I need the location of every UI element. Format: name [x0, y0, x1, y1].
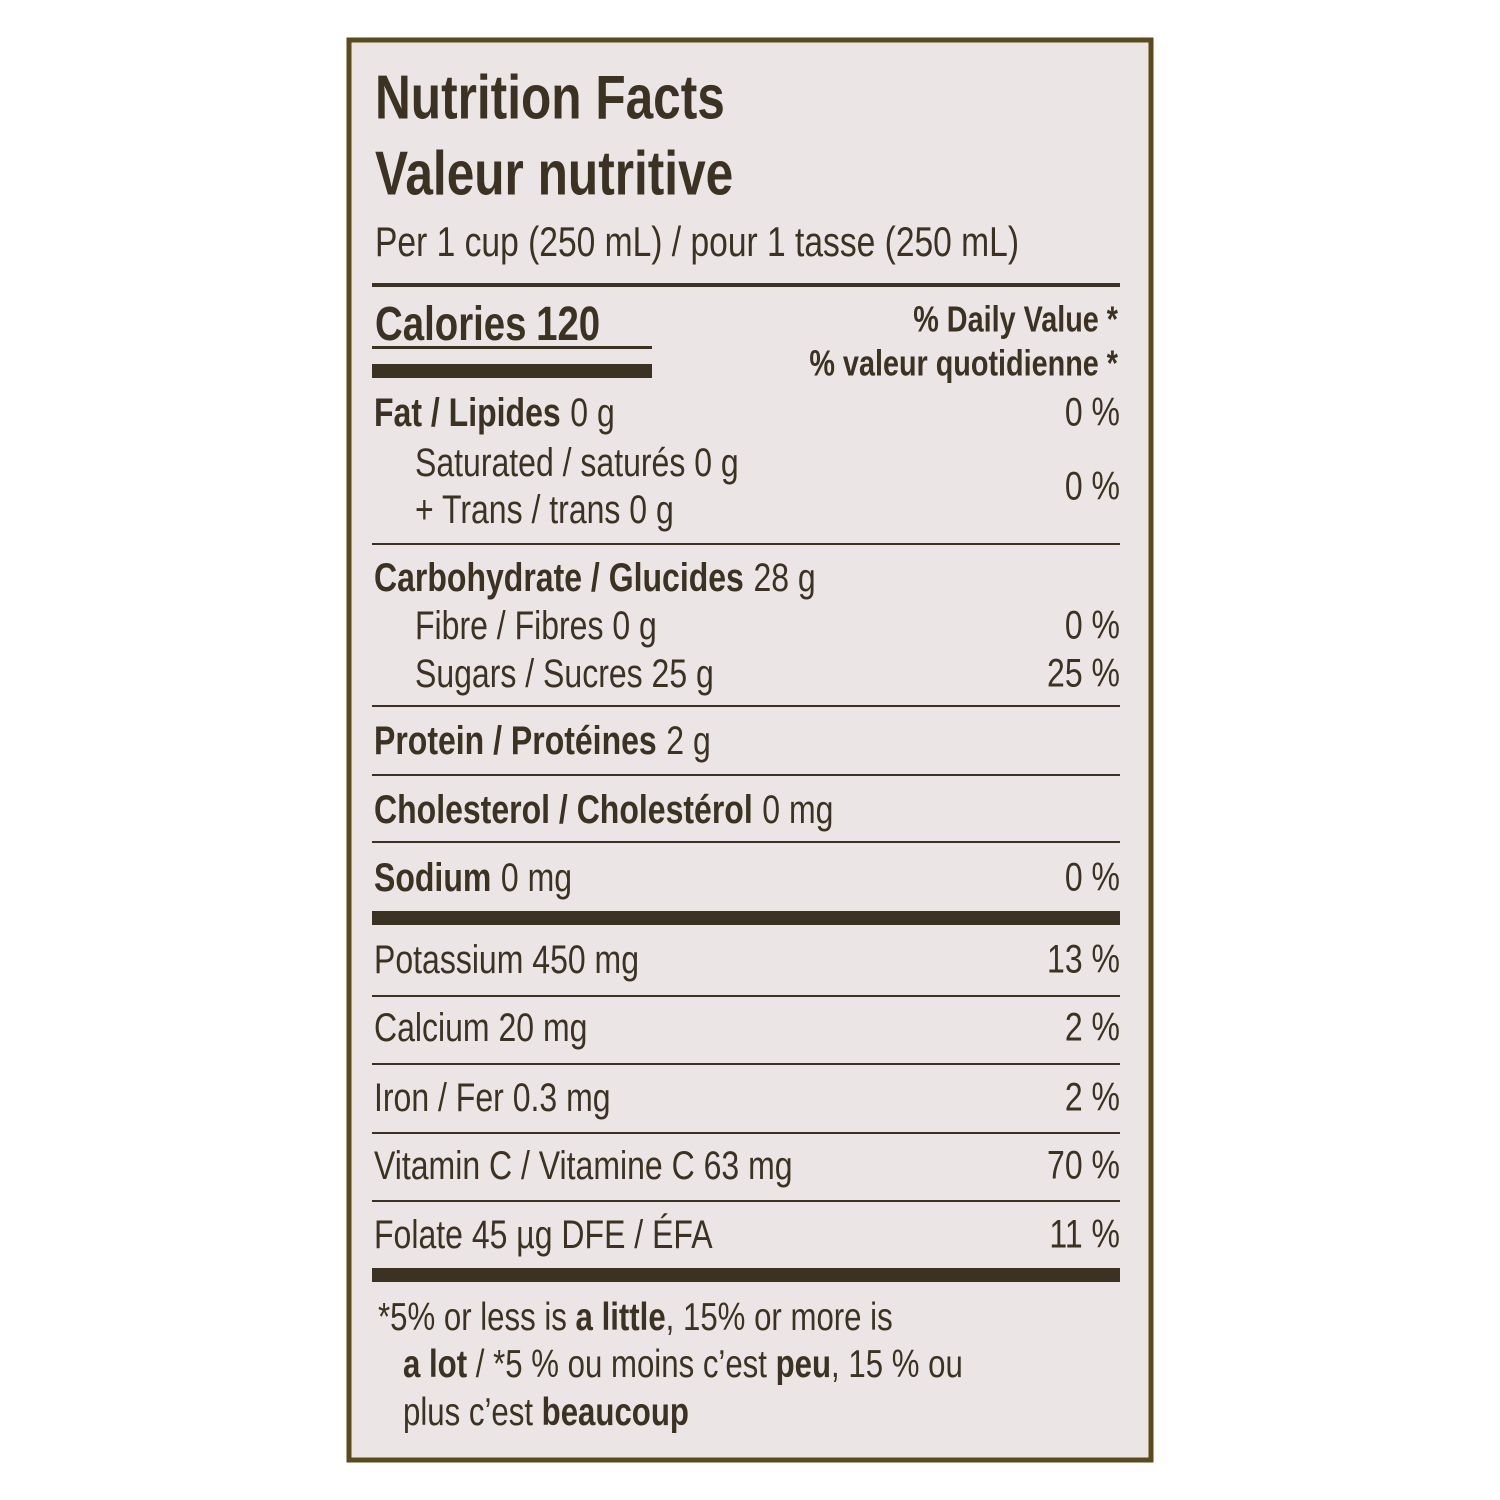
rule [372, 1200, 1120, 1202]
calories-label: Calories [375, 299, 526, 352]
daily-value: 13 % [1047, 936, 1120, 981]
rule [372, 1063, 1120, 1065]
calories-amount: 120 [536, 299, 600, 352]
daily-value: 0 % [1065, 854, 1120, 899]
nutrient-row: Cholesterol / Cholestérol 0 mg [374, 786, 833, 831]
nutrient-row: Sodium 0 mg [374, 854, 572, 899]
nutrient-amount: Folate 45 µg DFE / ÉFA [374, 1211, 713, 1256]
rule [372, 283, 1120, 287]
footnote-segment: plus c’est [403, 1391, 542, 1434]
daily-value: 0 % [1065, 463, 1120, 508]
nutrient-amount: Saturated / saturés 0 g [415, 439, 739, 484]
nutrient-row: Iron / Fer 0.3 mg [374, 1074, 611, 1119]
nutrient-amount: 2 g [666, 717, 710, 762]
footnote-segment: / *5 % ou moins c’est [467, 1343, 776, 1386]
nutrient-name: Cholesterol / Cholestérol [374, 786, 753, 831]
footnote-segment: *5% or less is [378, 1296, 576, 1339]
nutrient-amount: 0 mg [762, 786, 833, 831]
serving-size: Per 1 cup (250 mL) / pour 1 tasse (250 m… [375, 220, 1019, 266]
title: Valeur nutritive [375, 138, 733, 208]
footnote-line: *5% or less is a little, 15% or more is [378, 1296, 893, 1339]
nutrient-amount: + Trans / trans 0 g [415, 486, 674, 531]
nutrient-row: Potassium 450 mg [374, 936, 639, 981]
daily-value: 70 % [1047, 1142, 1120, 1187]
rule [372, 841, 1120, 843]
footnote-segment: a little [576, 1296, 666, 1339]
footnote-segment: , 15% or more is [666, 1296, 893, 1339]
title: Nutrition Facts [375, 62, 725, 132]
thick-rule [372, 911, 1120, 925]
daily-value-header: % valeur quotidienne * [809, 342, 1118, 383]
daily-value: 0 % [1065, 602, 1120, 647]
nutrient-row: Calcium 20 mg [374, 1004, 587, 1049]
nutrient-row: + Trans / trans 0 g [415, 486, 674, 531]
footnote-segment: peu [776, 1343, 831, 1386]
nutrient-name: Fat / Lipides [374, 389, 561, 434]
nutrient-amount: Calcium 20 mg [374, 1004, 587, 1049]
nutrient-amount: 28 g [753, 554, 815, 599]
label-panel [346, 37, 1154, 1463]
rule [372, 543, 1120, 545]
thick-rule [372, 1268, 1120, 1282]
nutrient-amount: Vitamin C / Vitamine C 63 mg [374, 1142, 793, 1187]
nutrient-row: Folate 45 µg DFE / ÉFA [374, 1211, 713, 1256]
daily-value: 2 % [1065, 1004, 1120, 1049]
footnote-line: a lot / *5 % ou moins c’est peu, 15 % ou [403, 1343, 963, 1386]
nutrient-row: Vitamin C / Vitamine C 63 mg [374, 1142, 793, 1187]
nutrient-name: Sodium [374, 854, 491, 899]
daily-value-header: % Daily Value * [913, 298, 1118, 339]
rule [372, 774, 1120, 776]
footnote-segment: , 15 % ou [831, 1343, 963, 1386]
rule [372, 1132, 1120, 1134]
daily-value: 11 % [1049, 1211, 1120, 1256]
nutrient-amount: 0 mg [501, 854, 572, 899]
daily-value: 25 % [1047, 650, 1120, 695]
nutrient-amount: 0 g [570, 389, 614, 434]
nutrient-name: Protein / Protéines [374, 717, 657, 762]
rule [372, 346, 652, 349]
nutrient-row: Saturated / saturés 0 g [415, 439, 739, 484]
nutrient-amount: Potassium 450 mg [374, 936, 639, 981]
nutrient-amount: Iron / Fer 0.3 mg [374, 1074, 611, 1119]
nutrient-row: Sugars / Sucres 25 g [415, 650, 714, 695]
nutrient-row: Carbohydrate / Glucides 28 g [374, 554, 816, 599]
rule [372, 995, 1120, 997]
rule [372, 705, 1120, 707]
nutrient-amount: Sugars / Sucres 25 g [415, 650, 714, 695]
nutrient-name: Carbohydrate / Glucides [374, 554, 744, 599]
footnote-segment: beaucoup [542, 1391, 689, 1434]
thick-rule [372, 364, 652, 378]
footnote-segment: a lot [403, 1343, 467, 1386]
nutrient-row: Fibre / Fibres 0 g [415, 602, 657, 647]
footnote-line: plus c’est beaucoup [403, 1391, 689, 1434]
calories: Calories 120 [375, 299, 600, 352]
daily-value: 2 % [1065, 1074, 1120, 1119]
nutrient-row: Fat / Lipides 0 g [374, 389, 615, 434]
nutrient-amount: Fibre / Fibres 0 g [415, 602, 657, 647]
daily-value: 0 % [1065, 389, 1120, 434]
nutrient-row: Protein / Protéines 2 g [374, 717, 711, 762]
